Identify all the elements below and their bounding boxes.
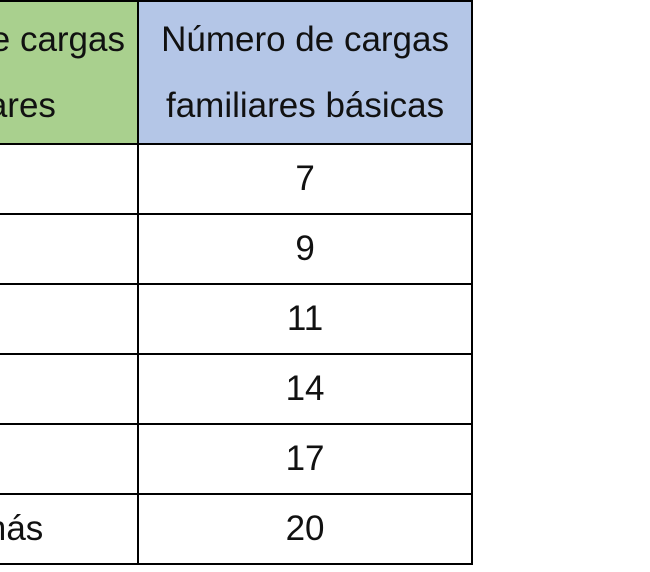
table-cell: 17 <box>137 423 473 495</box>
table-cell: 2 <box>0 283 140 355</box>
table-row: 19 <box>0 213 473 285</box>
table-cell: 7 <box>137 143 473 215</box>
header-row: Número de cargas familiares Número de ca… <box>0 0 473 145</box>
table-cell: 11 <box>137 283 473 355</box>
table-cell: 3 <box>0 353 140 425</box>
table-cell: 9 <box>137 213 473 285</box>
table-row: 417 <box>0 423 473 495</box>
table: Número de cargas familiares Número de ca… <box>0 0 473 565</box>
table-row: 211 <box>0 283 473 355</box>
header-cell: Número de cargas familiares básicas <box>137 0 473 145</box>
table-cell: 4 <box>0 423 140 495</box>
table-cell: 1 <box>0 213 140 285</box>
table-cell: 14 <box>137 353 473 425</box>
table-body: 07192113144175 o más20 <box>0 143 473 565</box>
table-row: 5 o más20 <box>0 493 473 565</box>
table-cell: 0 <box>0 143 140 215</box>
table-cell: 20 <box>137 493 473 565</box>
table-row: 314 <box>0 353 473 425</box>
table-cell: 5 o más <box>0 493 140 565</box>
table-row: 07 <box>0 143 473 215</box>
header-cell: Número de cargas familiares <box>0 0 140 145</box>
